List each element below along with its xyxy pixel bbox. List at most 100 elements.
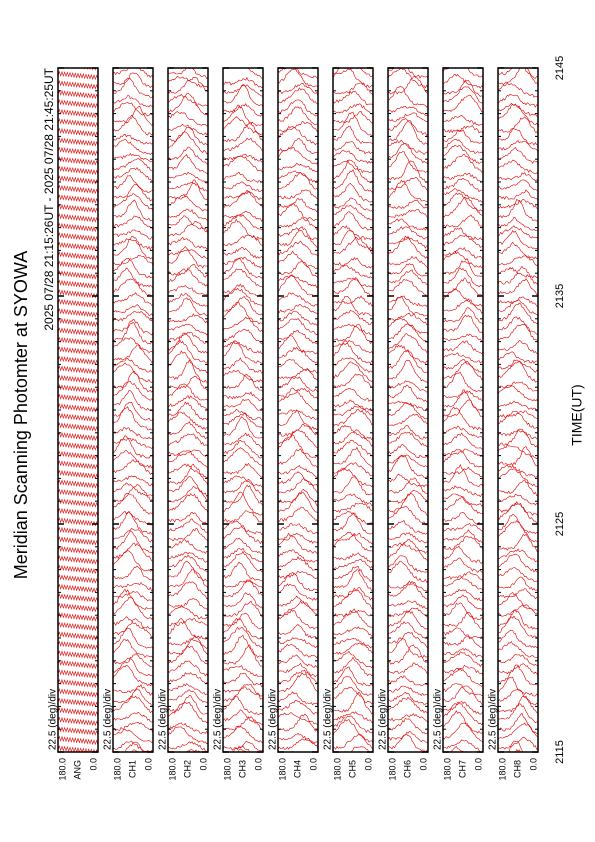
trace xyxy=(333,225,373,241)
trace xyxy=(168,741,208,752)
trace xyxy=(443,496,483,514)
trace xyxy=(278,570,318,580)
trace xyxy=(388,489,428,505)
trace xyxy=(223,68,263,69)
y-tick-label: 180.0 xyxy=(277,758,287,781)
trace xyxy=(388,555,428,574)
trace xyxy=(223,181,263,192)
trace xyxy=(223,37,263,59)
trace xyxy=(278,368,318,382)
trace xyxy=(113,193,153,211)
trace xyxy=(388,209,428,219)
trace xyxy=(113,304,153,317)
trace xyxy=(223,256,263,269)
trace xyxy=(498,576,538,591)
trace xyxy=(388,425,428,440)
trace xyxy=(443,390,483,401)
trace xyxy=(113,657,153,677)
trace xyxy=(333,68,373,70)
trace xyxy=(58,545,98,556)
trace xyxy=(498,664,538,686)
trace xyxy=(223,374,263,393)
trace xyxy=(498,116,538,135)
panel-frame xyxy=(277,67,319,753)
trace xyxy=(113,530,153,554)
trace xyxy=(223,479,263,497)
trace xyxy=(333,169,373,193)
trace xyxy=(388,402,428,420)
trace xyxy=(388,68,428,79)
trace xyxy=(168,660,208,677)
trace xyxy=(498,340,538,354)
trace xyxy=(333,82,373,97)
trace xyxy=(443,448,483,458)
trace xyxy=(223,592,263,610)
trace xyxy=(388,600,428,609)
trace xyxy=(443,358,483,373)
trace xyxy=(388,582,428,600)
trace xyxy=(278,423,318,437)
trace xyxy=(278,125,318,146)
trace xyxy=(443,340,483,355)
trace xyxy=(278,532,318,554)
trace xyxy=(278,346,318,364)
trace xyxy=(113,101,153,117)
trace xyxy=(498,567,538,582)
trace xyxy=(223,328,263,344)
trace xyxy=(333,424,373,441)
trace xyxy=(58,80,98,90)
trace xyxy=(168,323,208,336)
trace xyxy=(113,695,153,714)
trace xyxy=(333,150,373,164)
trace xyxy=(223,357,263,374)
trace xyxy=(443,557,483,573)
trace xyxy=(58,127,98,138)
trace xyxy=(113,40,153,57)
trace xyxy=(58,707,98,717)
trace xyxy=(168,332,208,354)
trace xyxy=(388,638,428,659)
trace xyxy=(168,93,208,107)
trace xyxy=(58,232,98,242)
trace xyxy=(443,227,483,241)
trace xyxy=(333,373,373,389)
trace xyxy=(278,434,318,458)
y-tick-label: 180.0 xyxy=(112,758,122,781)
trace xyxy=(388,413,428,427)
trace xyxy=(223,439,263,459)
trace xyxy=(498,588,538,600)
trace xyxy=(58,583,98,594)
trace xyxy=(58,460,98,470)
trace xyxy=(168,726,208,745)
trace xyxy=(223,626,263,648)
trace xyxy=(278,409,318,420)
trace xyxy=(333,715,373,734)
trace xyxy=(113,427,153,440)
trace xyxy=(113,653,153,668)
trace xyxy=(278,227,318,241)
trace xyxy=(58,697,98,708)
trace xyxy=(333,295,373,317)
trace xyxy=(58,507,98,518)
trace xyxy=(278,699,318,715)
trace xyxy=(333,159,373,184)
traces xyxy=(498,68,538,752)
trace xyxy=(113,133,153,145)
trace xyxy=(223,116,263,136)
trace xyxy=(498,712,538,734)
trace xyxy=(498,468,538,487)
trace xyxy=(443,188,483,203)
trace xyxy=(113,344,153,363)
trace xyxy=(58,298,98,309)
trace xyxy=(278,376,318,393)
trace xyxy=(113,362,153,383)
trace xyxy=(333,552,373,563)
trace xyxy=(168,618,208,627)
trace xyxy=(58,640,98,651)
trace xyxy=(278,623,318,640)
trace xyxy=(388,492,428,516)
trace xyxy=(168,433,208,447)
trace xyxy=(58,441,98,451)
trace xyxy=(498,663,538,676)
trace xyxy=(223,340,263,364)
